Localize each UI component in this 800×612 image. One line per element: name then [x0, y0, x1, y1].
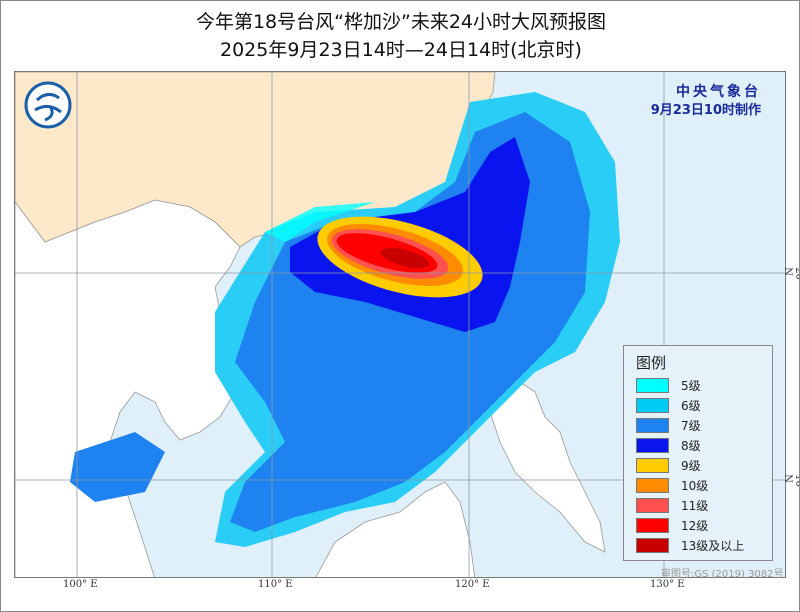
legend-swatch: [636, 477, 669, 493]
lon-label: 100° E: [63, 579, 98, 590]
legend-label: 6级: [681, 398, 701, 413]
legend-label: 13级及以上: [681, 538, 745, 553]
legend-label: 10级: [681, 478, 709, 493]
issue-time: 9月23日10时制作: [650, 103, 761, 118]
wind-zone-13: [380, 247, 430, 269]
map-title: 今年第18号台风“桦加沙”未来24小时大风预报图: [195, 11, 607, 33]
lat-label: 10° N: [781, 474, 800, 492]
legend-swatch: [636, 437, 669, 453]
cma-logo: [24, 81, 72, 129]
legend-label: 8级: [681, 438, 701, 453]
agency-name: 中央气象台: [676, 84, 761, 100]
legend-title: 图例: [636, 354, 667, 372]
lon-label: 110° E: [258, 579, 293, 590]
legend-label: 11级: [681, 498, 709, 513]
legend-item: 6级: [636, 395, 772, 415]
legend-label: 7级: [681, 418, 701, 433]
legend-swatch: [636, 497, 669, 513]
legend-item: 13级及以上: [636, 535, 772, 555]
legend-swatch: [636, 457, 669, 473]
legend-item: 10级: [636, 475, 772, 495]
map-subtitle: 2025年9月23日14时—24日14时(北京时): [220, 39, 582, 61]
legend-item: 9级: [636, 455, 772, 475]
legend-swatch: [636, 377, 669, 393]
legend-item: 11级: [636, 495, 772, 515]
legend-label: 5级: [681, 378, 701, 393]
legend-swatch: [636, 517, 669, 533]
borneo-land: [315, 481, 476, 577]
legend-swatch: [636, 417, 669, 433]
legend-label: 9级: [681, 458, 701, 473]
legend-label: 12级: [681, 518, 709, 533]
lon-label: 130° E: [650, 579, 685, 590]
legend-item: 5级: [636, 375, 772, 395]
map-approval-number: 审图号:GS (2019) 3082号: [661, 569, 784, 580]
lon-label: 120° E: [455, 579, 490, 590]
legend-swatch: [636, 397, 669, 413]
legend-item: 12级: [636, 515, 772, 535]
legend-item: 8级: [636, 435, 772, 455]
legend: 图例 5级 6级 7级 8级 9级 10级 11级 12级 13级及以上: [623, 345, 773, 561]
wind-zone-7-west: [70, 432, 165, 502]
legend-swatch: [636, 537, 669, 553]
legend-item: 7级: [636, 415, 772, 435]
lat-label: 20° N: [781, 267, 800, 285]
wind-zone-5: [265, 202, 375, 242]
